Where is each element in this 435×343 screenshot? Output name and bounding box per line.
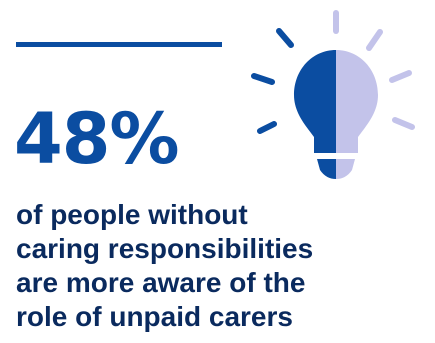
light-rays-left	[251, 28, 294, 134]
bulb-base-left	[317, 159, 336, 179]
statistic-caption: of people without caring responsibilitie…	[16, 198, 386, 334]
caption-line-4: role of unpaid carers	[16, 301, 293, 332]
light-rays-right	[333, 10, 415, 130]
caption-line-1: of people without	[16, 199, 248, 230]
caption-line-2: caring responsibilities	[16, 233, 314, 264]
bulb-base-right	[336, 159, 355, 179]
bulb-glass-left	[294, 50, 336, 153]
lightbulb-icon	[251, 10, 415, 179]
statistic-value: 48%	[14, 98, 180, 180]
bulb-glass-right	[336, 50, 378, 153]
accent-rule	[16, 42, 222, 47]
caption-line-3: are more aware of the	[16, 267, 306, 298]
